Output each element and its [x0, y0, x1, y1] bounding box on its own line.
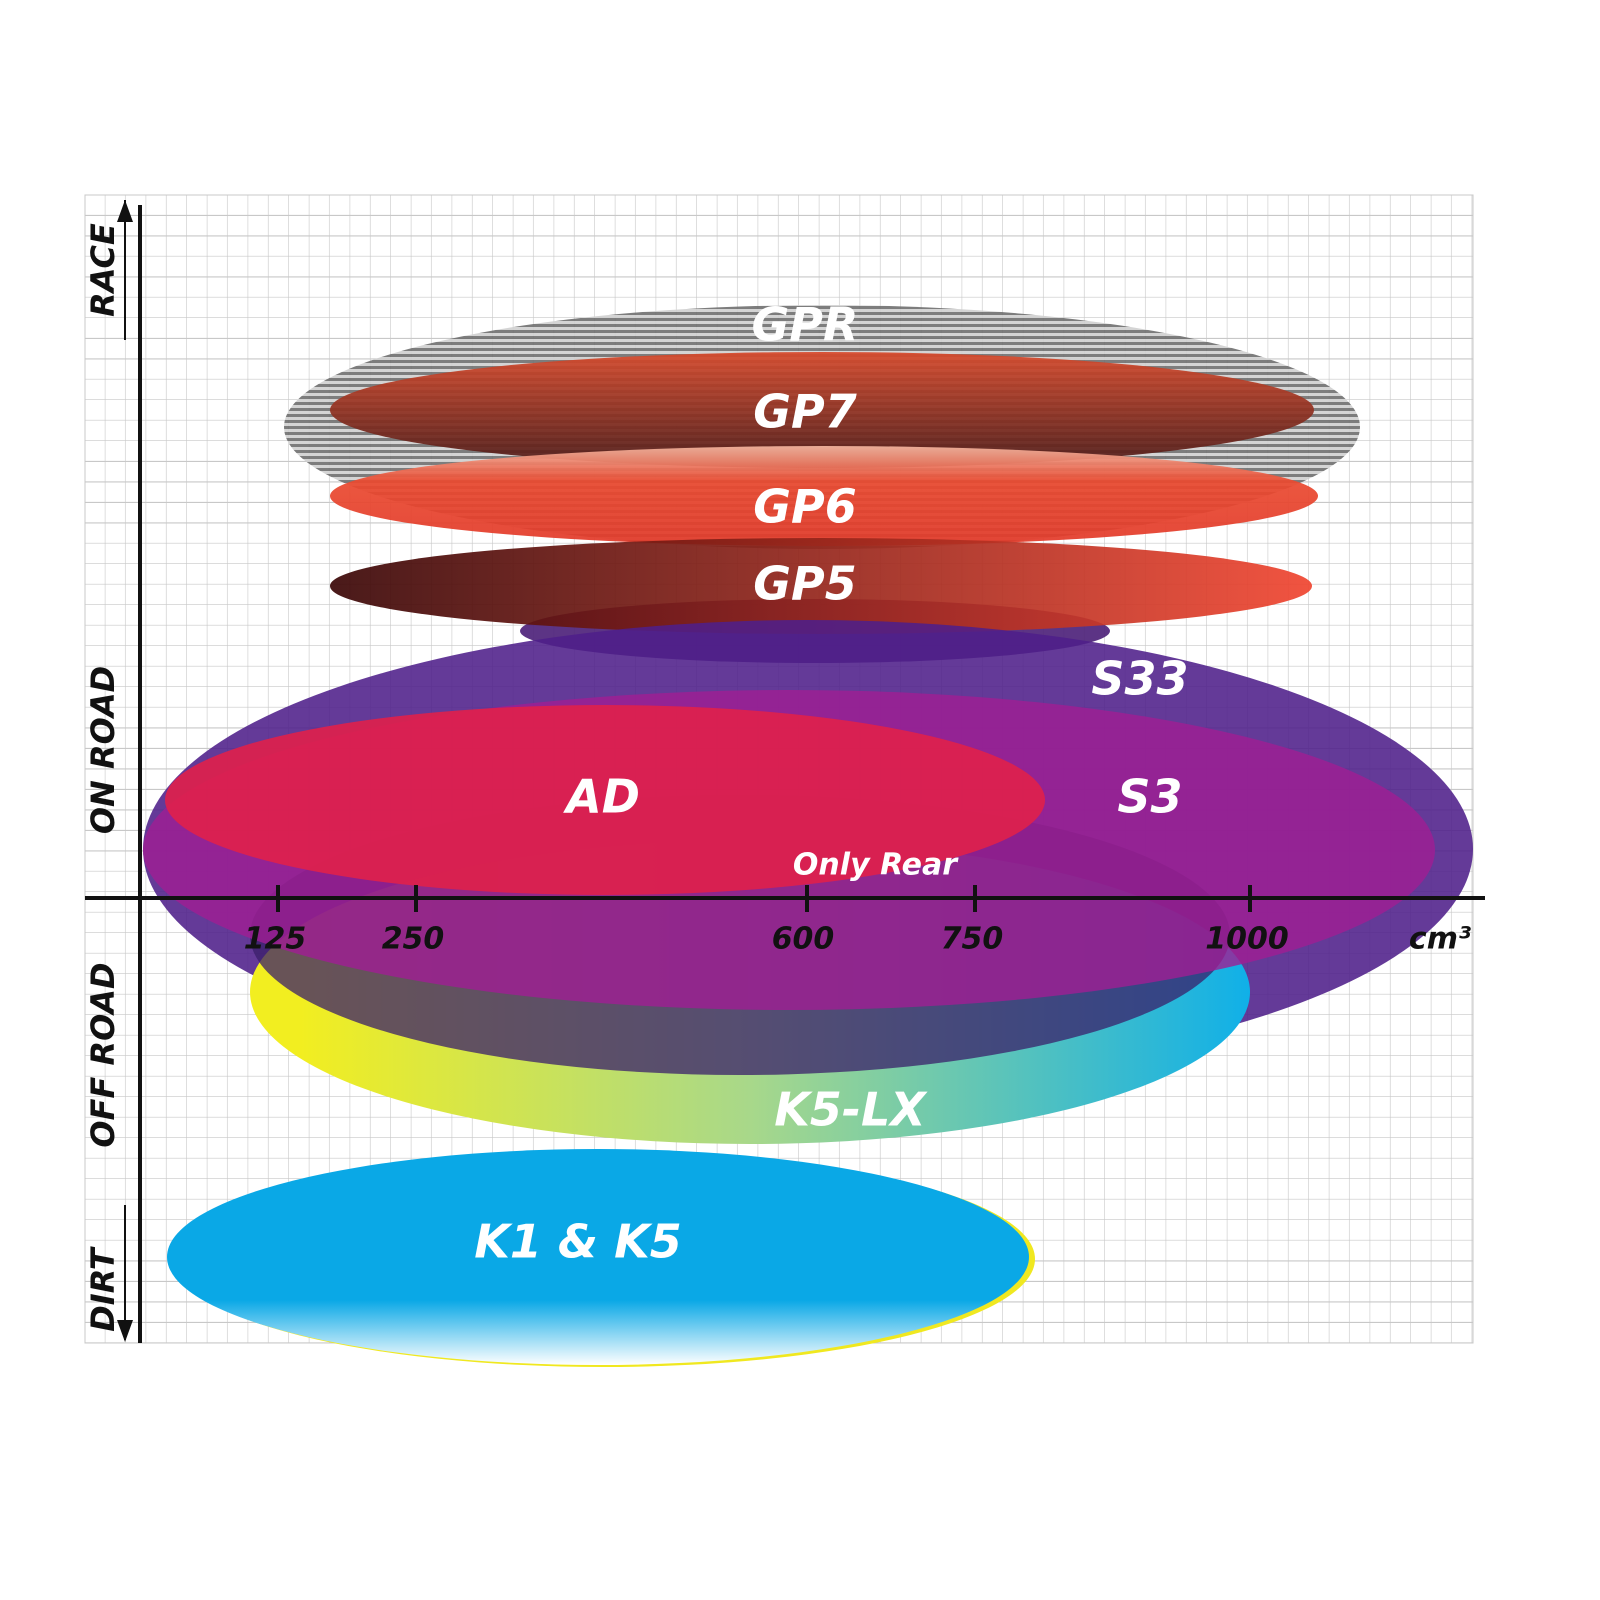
- product-label: Only Rear: [793, 848, 959, 883]
- y-label: RACE: [84, 223, 122, 317]
- product-label: GP7: [753, 385, 856, 439]
- x-tick-label: 125: [244, 922, 307, 957]
- gp5-range: [330, 538, 1312, 634]
- x-tick-label: 600: [772, 922, 835, 957]
- y-label: DIRT: [84, 1246, 122, 1332]
- gp7-range: [330, 352, 1314, 468]
- product-label: S3: [1117, 770, 1182, 824]
- ad-range: [165, 705, 1045, 895]
- x-unit: cm³: [1409, 922, 1471, 957]
- gp6-range: [330, 446, 1318, 546]
- x-tick-label: 1000: [1205, 922, 1289, 957]
- k1k5-range: [167, 1149, 1029, 1365]
- product-label: AD: [563, 770, 640, 824]
- product-label: K1 & K5: [474, 1215, 681, 1269]
- product-label: GP5: [753, 557, 856, 611]
- x-tick-label: 750: [941, 922, 1004, 957]
- y-label: OFF ROAD: [84, 962, 122, 1147]
- product-label: GPR: [752, 298, 859, 352]
- axes: [85, 200, 1485, 1343]
- product-label: K5-LX: [774, 1083, 928, 1137]
- product-label: GP6: [753, 480, 856, 534]
- y-label: ON ROAD: [84, 666, 122, 834]
- x-tick-label: 250: [382, 922, 445, 957]
- product-label: S33: [1091, 652, 1188, 706]
